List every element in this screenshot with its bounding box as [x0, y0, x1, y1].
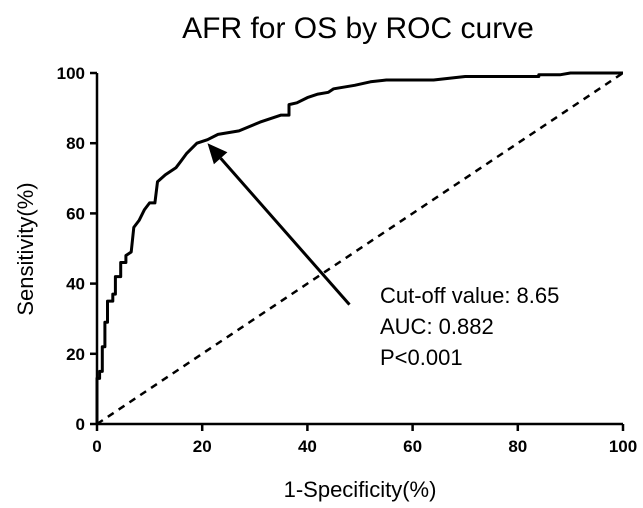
x-ticks: 0 20 40 60 80 100: [92, 424, 637, 456]
y-tick-label: 80: [66, 134, 85, 153]
cutoff-annotation: Cut-off value: 8.65: [380, 283, 559, 308]
y-axis-label: Sensitivity(%): [13, 182, 38, 315]
y-tick-label: 0: [76, 415, 85, 434]
series-layer: [95, 71, 624, 426]
x-tick-label: 40: [298, 437, 317, 456]
x-tick-label: 100: [609, 437, 637, 456]
reference-diagonal-line: [96, 71, 624, 426]
x-tick-label: 0: [92, 437, 101, 456]
x-tick-label: 60: [403, 437, 422, 456]
roc-curve-line: [95, 71, 623, 424]
chart-title: AFR for OS by ROC curve: [182, 12, 534, 45]
x-tick-label: 80: [508, 437, 527, 456]
pvalue-annotation: P<0.001: [380, 345, 463, 370]
y-tick-label: 40: [66, 275, 85, 294]
arrow-shaft: [219, 157, 351, 306]
x-tick-label: 20: [193, 437, 212, 456]
arrow-head: [207, 143, 228, 165]
x-axis-label: 1-Specificity(%): [284, 477, 437, 502]
axes: 0 20 40 60 80 100 0 20 40 60 80 100: [57, 64, 638, 456]
y-tick-label: 100: [57, 64, 85, 83]
y-ticks: 0 20 40 60 80 100: [57, 64, 97, 434]
y-tick-label: 60: [66, 204, 85, 223]
annotation-block: Cut-off value: 8.65 AUC: 0.882 P<0.001: [380, 283, 559, 370]
y-tick-label: 20: [66, 345, 85, 364]
auc-annotation: AUC: 0.882: [380, 314, 494, 339]
arrow-layer: [207, 143, 351, 306]
plot-area: [95, 71, 624, 426]
